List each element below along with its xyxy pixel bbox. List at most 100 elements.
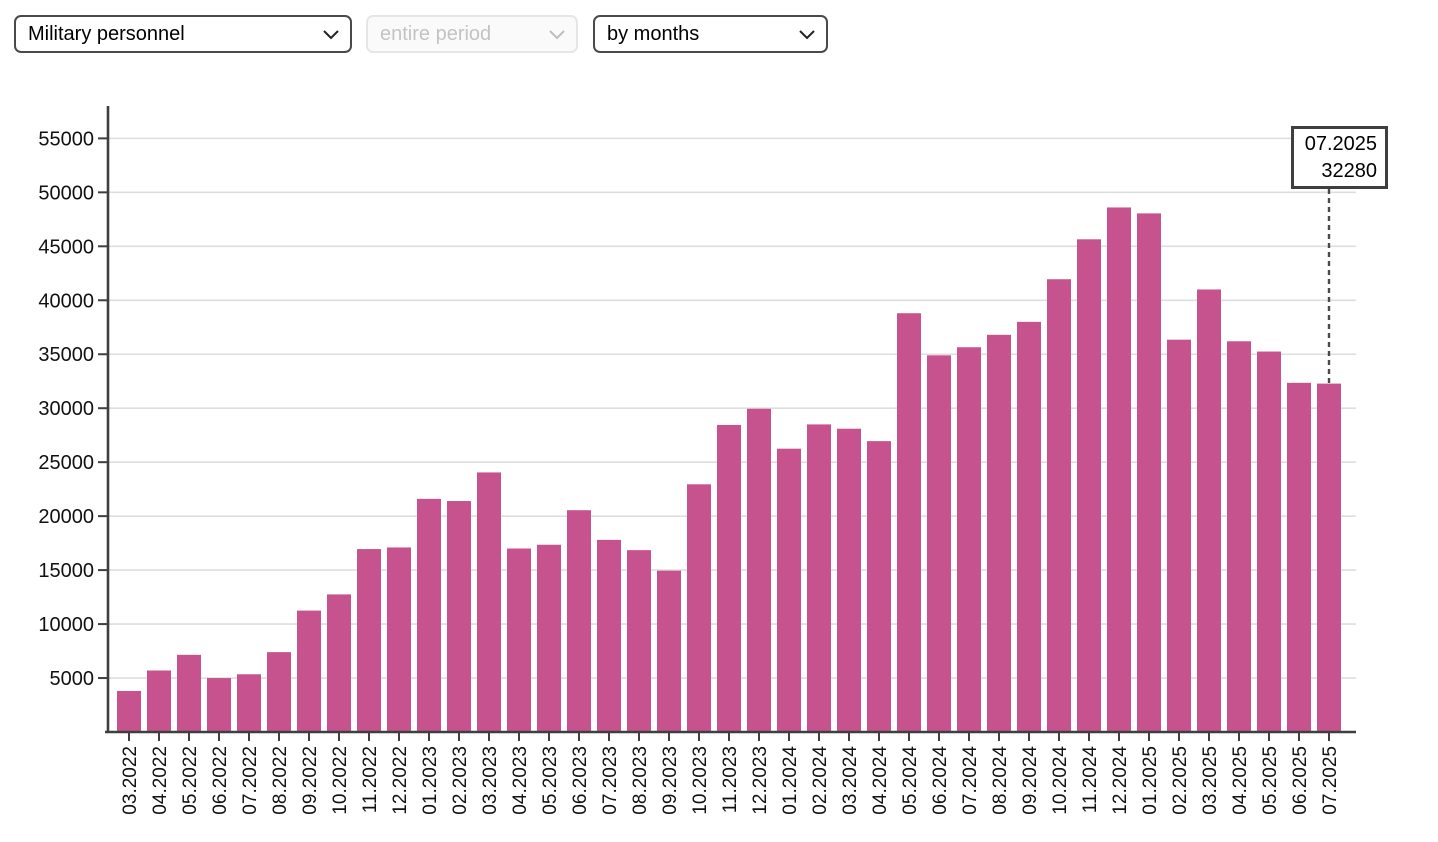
- bar-11.2023[interactable]: [717, 424, 741, 732]
- x-tick-label: 09.2024: [1020, 746, 1041, 815]
- x-tick-label: 01.2025: [1140, 746, 1161, 815]
- bar-08.2024[interactable]: [987, 334, 1011, 732]
- x-tick-label: 06.2024: [930, 746, 951, 815]
- x-tick-label: 03.2025: [1200, 746, 1221, 815]
- bar-12.2022[interactable]: [387, 547, 411, 732]
- y-tick-label: 30000: [38, 398, 94, 420]
- bar-01.2023[interactable]: [417, 498, 441, 732]
- bar-03.2025[interactable]: [1197, 289, 1221, 732]
- x-tick-label: 09.2022: [300, 746, 321, 815]
- x-tick-label: 04.2025: [1230, 746, 1251, 815]
- y-tick-label: 25000: [38, 452, 94, 474]
- y-tick-label: 15000: [38, 560, 94, 582]
- bar-07.2023[interactable]: [597, 539, 621, 732]
- bar-04.2022[interactable]: [147, 670, 171, 732]
- metric-select-wrap: Military personnel: [14, 15, 352, 53]
- x-tick-label: 05.2025: [1260, 746, 1281, 815]
- bar-03.2023[interactable]: [477, 472, 501, 732]
- x-tick-label: 08.2022: [270, 746, 291, 815]
- x-tick-label: 10.2023: [690, 746, 711, 815]
- bar-08.2022[interactable]: [267, 652, 291, 732]
- period-select[interactable]: entire period: [366, 15, 578, 53]
- x-tick-label: 03.2024: [840, 746, 861, 815]
- bar-09.2023[interactable]: [657, 570, 681, 732]
- bar-02.2025[interactable]: [1167, 339, 1191, 732]
- y-tick-label: 50000: [38, 182, 94, 204]
- bar-12.2024[interactable]: [1107, 207, 1131, 732]
- tooltip-value: 32280: [1321, 160, 1377, 182]
- bar-06.2024[interactable]: [927, 355, 951, 732]
- x-tick-label: 09.2023: [660, 746, 681, 815]
- x-tick-label: 12.2023: [750, 746, 771, 815]
- x-tick-label: 08.2023: [630, 746, 651, 815]
- bar-02.2023[interactable]: [447, 501, 471, 732]
- bar-05.2024[interactable]: [897, 313, 921, 732]
- x-tick-label: 07.2025: [1320, 746, 1341, 815]
- x-tick-label: 08.2024: [990, 746, 1011, 815]
- bar-06.2025[interactable]: [1287, 382, 1311, 732]
- bar-02.2024[interactable]: [807, 424, 831, 732]
- bar-09.2022[interactable]: [297, 610, 321, 732]
- bar-03.2024[interactable]: [837, 428, 861, 732]
- x-tick-label: 02.2023: [450, 746, 471, 815]
- bar-05.2022[interactable]: [177, 654, 201, 732]
- y-tick-label: 40000: [38, 290, 94, 312]
- controls-bar: Military personnel entire period by mont…: [0, 0, 1438, 70]
- bar-07.2022[interactable]: [237, 674, 261, 732]
- bar-03.2022[interactable]: [117, 690, 141, 732]
- bar-10.2024[interactable]: [1047, 279, 1071, 732]
- x-tick-label: 07.2023: [600, 746, 621, 815]
- bar-04.2024[interactable]: [867, 441, 891, 732]
- bar-04.2025[interactable]: [1227, 341, 1251, 732]
- y-tick-label: 20000: [38, 506, 94, 528]
- x-tick-label: 02.2024: [810, 746, 831, 815]
- grouping-select[interactable]: by months: [593, 15, 828, 53]
- y-tick-label: 5000: [50, 668, 95, 690]
- bar-08.2023[interactable]: [627, 550, 651, 732]
- x-tick-label: 11.2022: [360, 746, 381, 813]
- bar-11.2022[interactable]: [357, 549, 381, 732]
- bar-06.2022[interactable]: [207, 678, 231, 732]
- x-tick-label: 11.2023: [720, 746, 741, 813]
- bar-05.2025[interactable]: [1257, 351, 1281, 732]
- bar-10.2023[interactable]: [687, 484, 711, 732]
- x-tick-label: 01.2024: [780, 746, 801, 815]
- tooltip: 07.2025 32280: [1291, 126, 1388, 189]
- x-tick-label: 12.2022: [390, 746, 411, 815]
- bar-12.2023[interactable]: [747, 408, 771, 732]
- bar-07.2025[interactable]: [1317, 383, 1341, 732]
- bar-01.2024[interactable]: [777, 448, 801, 732]
- x-tick-label: 10.2024: [1050, 746, 1071, 815]
- x-tick-label: 07.2024: [960, 746, 981, 815]
- x-tick-label: 02.2025: [1170, 746, 1191, 815]
- bar-05.2023[interactable]: [537, 544, 561, 732]
- x-tick-label: 04.2023: [510, 746, 531, 815]
- x-tick-label: 05.2022: [180, 746, 201, 815]
- x-tick-label: 01.2023: [420, 746, 441, 815]
- x-tick-label: 03.2023: [480, 746, 501, 815]
- x-tick-label: 07.2022: [240, 746, 261, 815]
- bar-06.2023[interactable]: [567, 510, 591, 732]
- period-select-wrap: entire period: [366, 15, 578, 53]
- x-tick-label: 06.2022: [210, 746, 231, 815]
- y-tick-label: 10000: [38, 614, 94, 636]
- x-tick-label: 12.2024: [1110, 746, 1131, 815]
- bar-09.2024[interactable]: [1017, 321, 1041, 732]
- bar-07.2024[interactable]: [957, 347, 981, 732]
- x-tick-label: 04.2022: [150, 746, 171, 815]
- bar-04.2023[interactable]: [507, 548, 531, 732]
- bar-01.2025[interactable]: [1137, 213, 1161, 733]
- x-tick-label: 06.2025: [1290, 746, 1311, 815]
- bar-10.2022[interactable]: [327, 594, 351, 732]
- y-tick-label: 45000: [38, 236, 94, 258]
- x-tick-label: 05.2024: [900, 746, 921, 815]
- tooltip-date: 07.2025: [1304, 133, 1377, 155]
- x-tick-label: 06.2023: [570, 746, 591, 815]
- bar-11.2024[interactable]: [1077, 239, 1101, 732]
- x-tick-label: 04.2024: [870, 746, 891, 815]
- x-tick-label: 11.2024: [1080, 746, 1101, 814]
- grouping-select-wrap: by months: [593, 15, 828, 53]
- metric-select[interactable]: Military personnel: [14, 15, 352, 53]
- y-tick-label: 55000: [38, 128, 94, 150]
